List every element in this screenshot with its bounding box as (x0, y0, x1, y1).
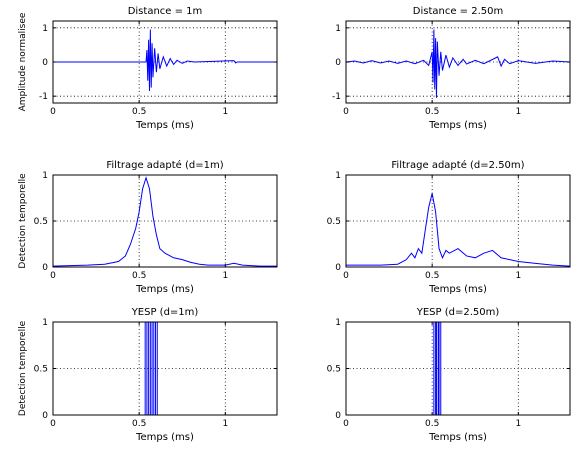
x-tick-label: 0 (343, 271, 349, 281)
y-axis-label: Detection temporelle (18, 173, 28, 269)
x-tick-label: 1 (222, 271, 228, 281)
x-axis-label: Temps (ms) (135, 432, 194, 443)
chart-title: YESP (d=1m) (131, 307, 199, 318)
x-tick-label: 1 (515, 107, 521, 117)
x-tick-label: 1 (222, 107, 228, 117)
y-axis-label: Amplitude normalisee (18, 12, 28, 111)
x-axis-label: Temps (ms) (135, 120, 194, 131)
series-line (53, 29, 277, 92)
y-tick-label: 0.5 (34, 217, 48, 227)
x-tick-label: 0.5 (425, 107, 439, 117)
x-tick-label: 1 (222, 419, 228, 429)
y-tick-label: 0 (335, 58, 341, 68)
y-tick-label: -1 (39, 92, 48, 102)
x-tick-label: 1 (515, 419, 521, 429)
chart-panel: 0 0.5 1 0 0.5 1 Filtrage adapté (d=1m) Temps (m… (18, 159, 278, 295)
x-tick-label: 0 (343, 419, 349, 429)
x-tick-label: 0.5 (132, 419, 146, 429)
y-tick-label: 0 (42, 411, 48, 421)
x-tick-label: 0 (50, 271, 56, 281)
y-tick-label: 0 (335, 411, 341, 421)
y-tick-label: 0 (335, 263, 341, 273)
y-tick-label: 0 (42, 58, 48, 68)
x-tick-label: 0.5 (132, 107, 146, 117)
y-tick-label: 0.5 (327, 217, 341, 227)
y-tick-label: -1 (332, 92, 341, 102)
chart-title: Filtrage adapté (d=1m) (106, 159, 223, 171)
chart-panel: 0 0.5 1 0 0.5 1 YESP (d=1m) Temps (ms) Detection… (18, 307, 278, 443)
series-line (346, 193, 570, 267)
y-tick-label: 1 (42, 318, 48, 328)
series-line (53, 176, 277, 267)
series-line (346, 29, 570, 98)
y-tick-label: 0.5 (34, 365, 48, 375)
x-axis-label: Temps (ms) (428, 120, 487, 131)
y-tick-label: 1 (335, 171, 341, 181)
x-tick-label: 0.5 (425, 419, 439, 429)
chart-title: Distance = 1m (128, 6, 203, 17)
y-tick-label: 1 (42, 24, 48, 34)
y-tick-label: 1 (335, 318, 341, 328)
x-axis-label: Temps (ms) (428, 284, 487, 295)
chart-title: YESP (d=2.50m) (416, 307, 500, 318)
y-tick-label: 0.5 (327, 365, 341, 375)
x-axis-label: Temps (ms) (428, 432, 487, 443)
x-tick-label: 0 (50, 419, 56, 429)
x-tick-label: 0.5 (132, 271, 146, 281)
y-tick-label: 1 (335, 24, 341, 34)
x-tick-label: 0 (50, 107, 56, 117)
y-tick-label: 1 (42, 171, 48, 181)
chart-title: Distance = 2.50m (413, 6, 503, 17)
y-axis-label: Detection temporelle (18, 320, 28, 416)
chart-panel: 0 0.5 1 0 0.5 1 Filtrage adapté (d=2.50m) Temps… (327, 159, 571, 295)
x-tick-label: 0.5 (425, 271, 439, 281)
x-axis-label: Temps (ms) (135, 284, 194, 295)
chart-panel: 0 0.5 1 0 0.5 1 YESP (d=2.50m) Temps (ms) (327, 307, 571, 443)
x-tick-label: 0 (343, 107, 349, 117)
y-tick-label: 0 (42, 263, 48, 273)
chart-title: Filtrage adapté (d=2.50m) (391, 159, 524, 171)
x-tick-label: 1 (515, 271, 521, 281)
